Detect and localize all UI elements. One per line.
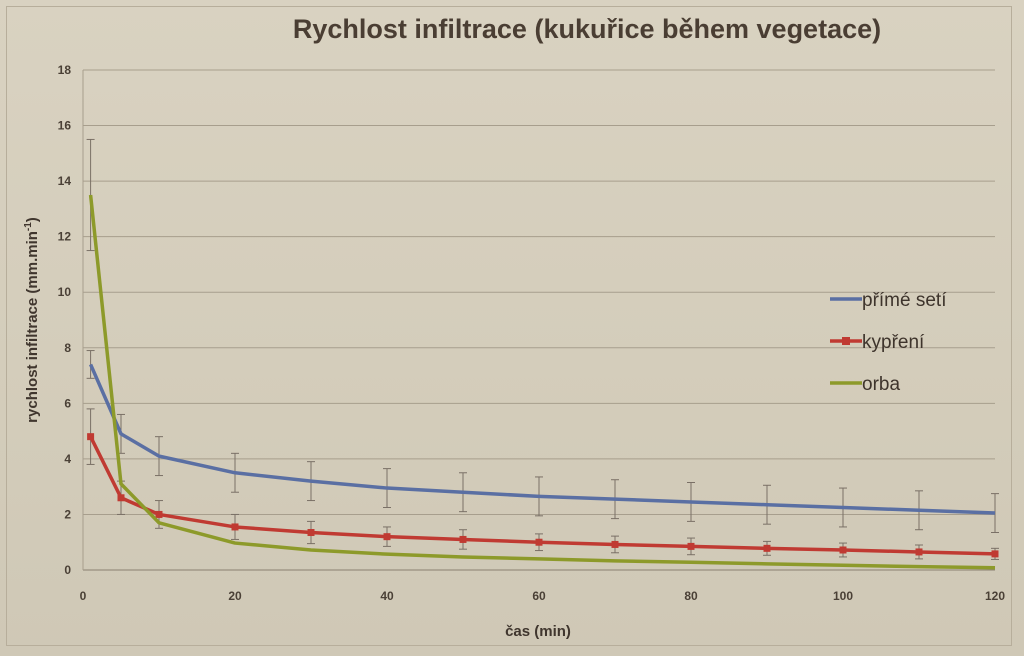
x-tick-label-40: 40 [380,589,394,603]
y-tick-label-16: 16 [58,119,72,133]
y-tick-label-4: 4 [64,452,71,466]
x-tick-label-80: 80 [684,589,698,603]
series-2 [86,138,996,570]
y-tick-label-18: 18 [58,63,72,77]
point-1-2 [155,510,163,518]
legend-item-kypreni: kypření [830,332,925,353]
y-tick-label-2: 2 [64,507,71,521]
y-axis-title: rychlost infiltrace (mm.min-1) [23,217,41,423]
point-1-9 [687,542,695,550]
series-0 [86,350,999,533]
y-tick-label-8: 8 [64,341,71,355]
legend-item-prime-seti: přímé setí [830,290,947,311]
point-1-12 [915,548,923,556]
x-tick-label-0: 0 [80,589,87,603]
point-1-11 [839,546,847,554]
point-1-10 [763,544,771,552]
point-1-13 [991,550,999,558]
series-line-2 [88,194,996,570]
y-tick-label-0: 0 [64,563,71,577]
point-1-1 [117,494,125,502]
x-tick-label-120: 120 [985,589,1005,603]
point-1-3 [231,523,239,531]
y-tick-label-14: 14 [58,174,72,188]
chart-title: Rychlost infiltrace (kukuřice během vege… [292,14,882,44]
legend-label-prime-seti: přímé setí [862,290,947,311]
point-1-5 [383,533,391,541]
x-axis-title: čas (min) [505,623,571,640]
y-tick-label-12: 12 [58,230,72,244]
x-tick-labels: 0 20 40 60 80 100 120 [80,589,1006,603]
chart-frame [6,6,1012,646]
series-line-0 [88,363,996,515]
x-tick-label-60: 60 [532,589,546,603]
y-tick-label-6: 6 [64,396,71,410]
legend-item-orba: orba [830,374,900,395]
legend: přímé setí kypření orba [830,290,947,395]
x-tick-label-100: 100 [833,589,853,603]
y-axis-title-sup: -1 [23,222,34,231]
y-tick-labels: 0 2 4 6 8 10 12 14 16 18 [58,63,72,577]
point-1-8 [611,540,619,548]
series-layer [86,138,999,570]
legend-label-kypreni: kypření [862,332,925,353]
series-line-1 [89,435,996,556]
x-tick-label-20: 20 [228,589,242,603]
point-1-4 [307,529,315,536]
series-1 [86,408,999,560]
point-1-6 [459,535,467,543]
legend-marker-kypreni [842,337,850,345]
point-1-7 [535,538,543,546]
y-tick-label-10: 10 [58,285,72,299]
y-axis-title-close: ) [24,217,41,222]
legend-label-orba: orba [862,374,900,395]
point-1-0 [87,433,95,441]
y-axis-title-main: rychlost infiltrace (mm.min [24,231,41,423]
